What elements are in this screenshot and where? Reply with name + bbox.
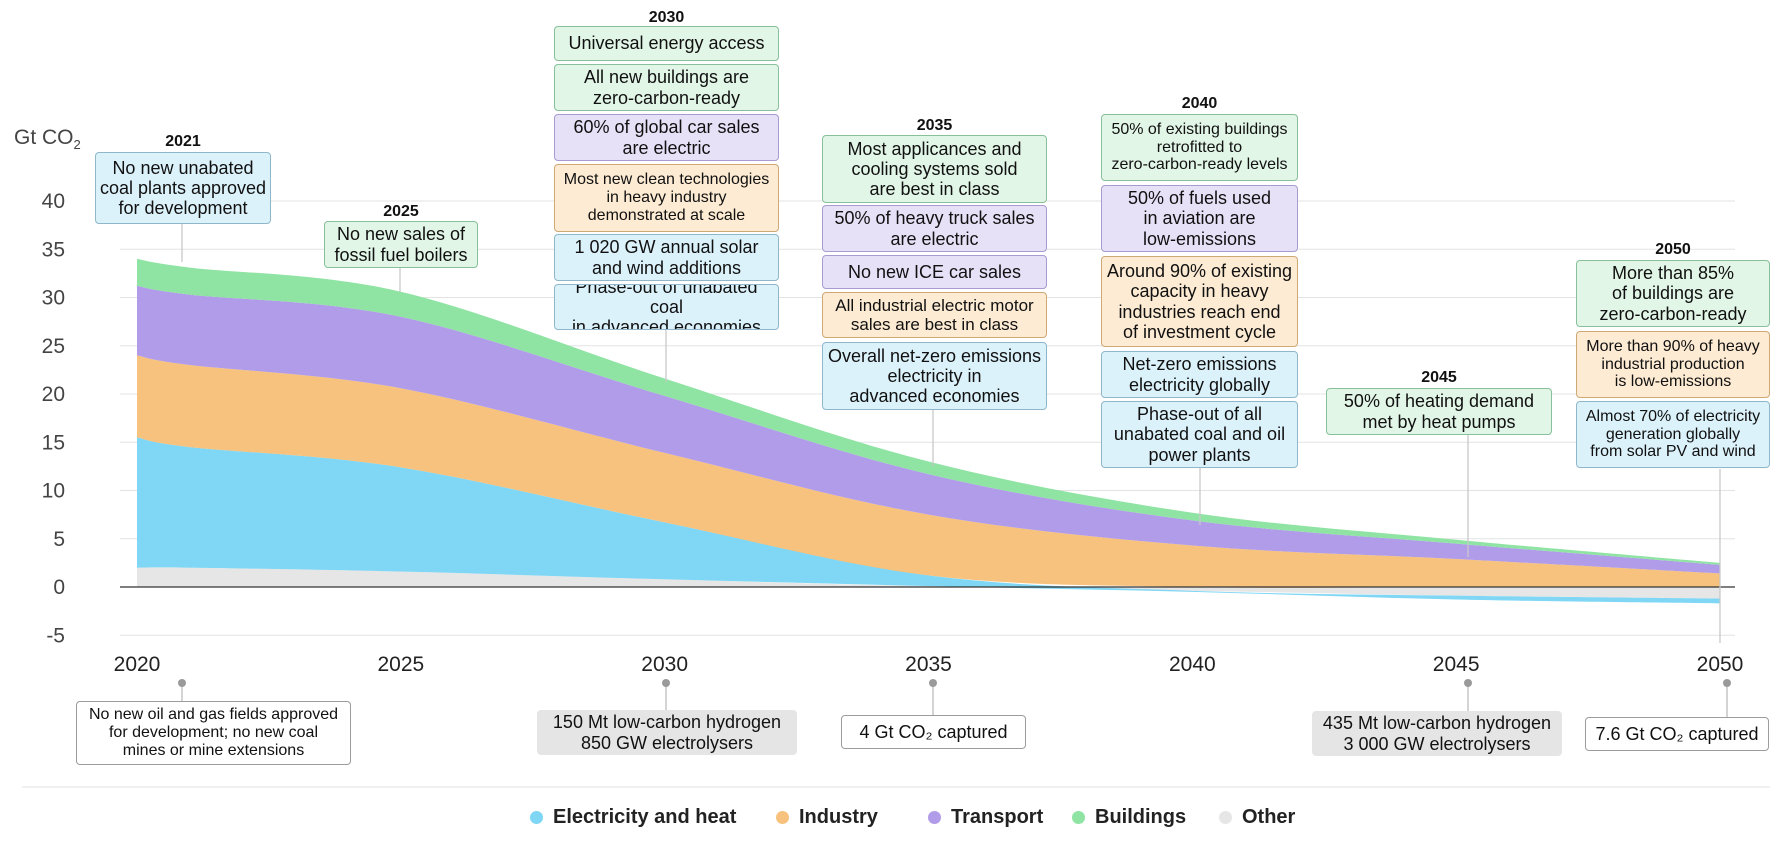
note-dot bbox=[929, 679, 937, 687]
legend-swatch bbox=[776, 811, 789, 824]
milestone-year: 2040 bbox=[1182, 95, 1218, 112]
legend-swatch bbox=[530, 811, 543, 824]
milestone-box: Most new clean technologies in heavy ind… bbox=[554, 164, 779, 232]
y-tick-label: 10 bbox=[42, 480, 65, 503]
milestone-box: Almost 70% of electricity generation glo… bbox=[1576, 401, 1770, 468]
area-buildings bbox=[137, 258, 1720, 565]
area-industry bbox=[137, 355, 1720, 588]
bottom-note: 435 Mt low-carbon hydrogen 3 000 GW elec… bbox=[1312, 711, 1562, 756]
legend-label: Industry bbox=[799, 806, 878, 828]
legend-item: Other bbox=[1219, 806, 1295, 829]
milestone-year: 2025 bbox=[383, 203, 419, 220]
area-series bbox=[137, 258, 1720, 604]
y-tick-label: 25 bbox=[42, 335, 65, 358]
milestone-year: 2021 bbox=[165, 133, 201, 150]
legend-label: Electricity and heat bbox=[553, 806, 737, 828]
legend-swatch bbox=[1072, 811, 1085, 824]
y-tick-label: 20 bbox=[42, 383, 65, 406]
milestone-box: Most applicances and cooling systems sol… bbox=[822, 135, 1047, 203]
x-tick-label: 2025 bbox=[377, 653, 424, 676]
legend-swatch bbox=[928, 811, 941, 824]
milestone-box: No new sales of fossil fuel boilers bbox=[324, 221, 478, 268]
legend-item: Buildings bbox=[1072, 806, 1186, 829]
x-tick-label: 2035 bbox=[905, 653, 952, 676]
milestone-box: No new ICE car sales bbox=[822, 255, 1047, 289]
milestone-box: 50% of fuels used in aviation are low-em… bbox=[1101, 185, 1298, 252]
milestone-box: 1 020 GW annual solar and wind additions bbox=[554, 234, 779, 281]
milestone-box: More than 85% of buildings are zero-carb… bbox=[1576, 260, 1770, 327]
milestone-box: Universal energy access bbox=[554, 26, 779, 61]
milestone-box: Around 90% of existing capacity in heavy… bbox=[1101, 256, 1298, 347]
y-tick-label: 40 bbox=[42, 190, 65, 213]
y-tick-label: 5 bbox=[53, 528, 65, 551]
milestone-year: 2050 bbox=[1655, 241, 1691, 258]
y-tick-label: 15 bbox=[42, 431, 65, 454]
milestone-year: 2045 bbox=[1421, 369, 1457, 386]
legend-label: Other bbox=[1242, 806, 1296, 828]
legend-label: Transport bbox=[951, 806, 1044, 828]
y-tick-label: -5 bbox=[46, 624, 65, 647]
legend-swatch bbox=[1219, 811, 1232, 824]
legend-item: Industry bbox=[776, 806, 878, 829]
area-electricity-and-heat bbox=[137, 437, 1720, 604]
legend-item: Electricity and heat bbox=[530, 806, 736, 829]
milestone-box: More than 90% of heavy industrial produc… bbox=[1576, 331, 1770, 398]
milestone-box: Net-zero emissions electricity globally bbox=[1101, 351, 1298, 398]
y-tick-label: 0 bbox=[53, 576, 65, 599]
bottom-note: 4 Gt CO₂ captured bbox=[841, 715, 1026, 749]
milestone-box: 50% of heavy truck sales are electric bbox=[822, 205, 1047, 252]
note-dot bbox=[1723, 679, 1731, 687]
x-tick-label: 2040 bbox=[1169, 653, 1216, 676]
milestone-box: 60% of global car sales are electric bbox=[554, 114, 779, 161]
milestone-leaders: 2021 2025 2030 2035 2040 2045 2050 bbox=[165, 9, 1731, 717]
milestone-box: 50% of heating demand met by heat pumps bbox=[1326, 388, 1552, 435]
milestone-box: Phase-out of all unabated coal and oil p… bbox=[1101, 401, 1298, 468]
legend-item: Transport bbox=[928, 806, 1043, 829]
legend-label: Buildings bbox=[1095, 806, 1187, 828]
area-transport bbox=[137, 285, 1720, 574]
y-tick-label: 35 bbox=[42, 238, 65, 261]
bottom-note: 150 Mt low-carbon hydrogen 850 GW electr… bbox=[537, 710, 797, 755]
milestone-box: No new unabated coal plants approved for… bbox=[95, 152, 271, 224]
note-dot bbox=[662, 679, 670, 687]
milestone-year: 2030 bbox=[649, 9, 685, 26]
milestone-box: All new buildings are zero-carbon-ready bbox=[554, 64, 779, 111]
area-other bbox=[137, 567, 1720, 599]
x-tick-label: 2050 bbox=[1697, 653, 1744, 676]
y-axis-label: Gt CO2 bbox=[14, 126, 81, 153]
milestone-box: Overall net-zero emissions electricity i… bbox=[822, 342, 1047, 410]
note-dot bbox=[178, 679, 186, 687]
y-tick-label: 30 bbox=[42, 287, 65, 310]
x-tick-label: 2045 bbox=[1433, 653, 1480, 676]
note-dot bbox=[1464, 679, 1472, 687]
x-tick-label: 2030 bbox=[641, 653, 688, 676]
x-tick-label: 2020 bbox=[114, 653, 161, 676]
milestone-box: 50% of existing buildings retrofitted to… bbox=[1101, 114, 1298, 181]
bottom-note: No new oil and gas fields approved for d… bbox=[76, 701, 351, 765]
milestone-box: Phase-out of unabated coal in advanced e… bbox=[554, 284, 779, 330]
milestone-year: 2035 bbox=[917, 117, 953, 134]
milestone-box: All industrial electric motor sales are … bbox=[822, 292, 1047, 338]
bottom-note: 7.6 Gt CO₂ captured bbox=[1585, 717, 1769, 751]
axes: 40 35 30 25 20 15 10 5 0 -5 2020 2025 2030 2035 2040 20… bbox=[22, 190, 1770, 788]
